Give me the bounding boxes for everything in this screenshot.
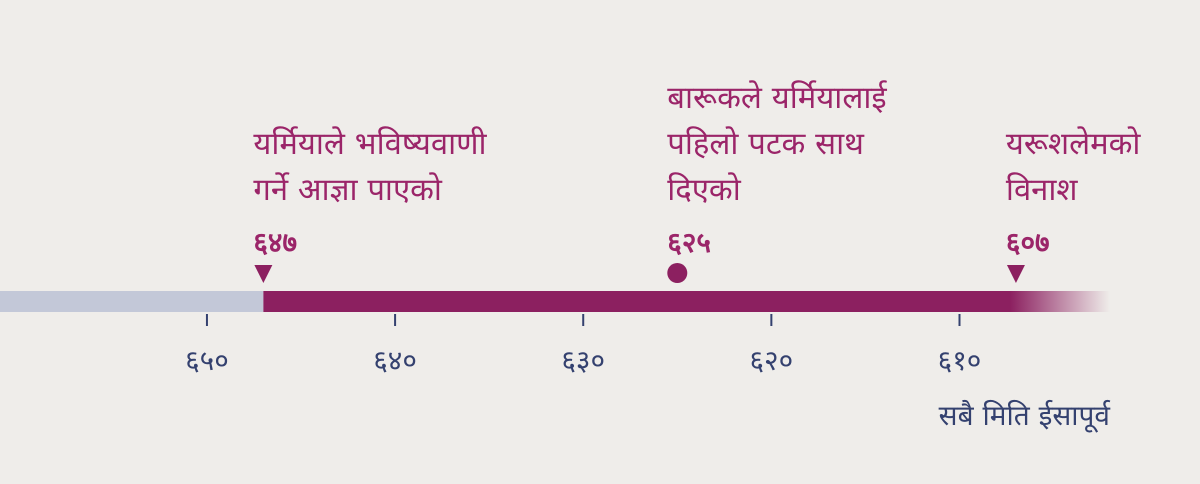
event-label: बारूकले यर्मियालाई [667,80,887,116]
event-label: यरूशलेमको [1006,126,1142,162]
timeline-before [0,291,264,312]
event-label: यर्मियाले भविष्यवाणी [253,126,487,162]
x-tick-label: ६४० [373,344,417,377]
event-marker [254,265,273,283]
event-year: ६४७ [253,226,297,259]
axis-label: सबै मिति ईसापूर्व [939,399,1111,433]
x-tick-label: ६५० [185,344,229,377]
event-marker [667,263,688,283]
event-marker [1006,265,1025,283]
x-tick-label: ६२० [750,344,794,377]
event-year: ६०७ [1006,226,1050,259]
x-tick-label: ६३० [561,344,605,377]
event-year: ६२५ [667,226,711,259]
timeline-bar [263,291,1010,312]
x-tick-label: ६१० [938,344,982,377]
event-label: पहिलो पटक साथ [667,126,865,162]
event-label: दिएको [667,172,741,208]
timeline-fade [1010,291,1110,312]
event-label: विनाश [1006,172,1078,208]
event-label: गर्ने आज्ञा पाएको [253,172,443,208]
